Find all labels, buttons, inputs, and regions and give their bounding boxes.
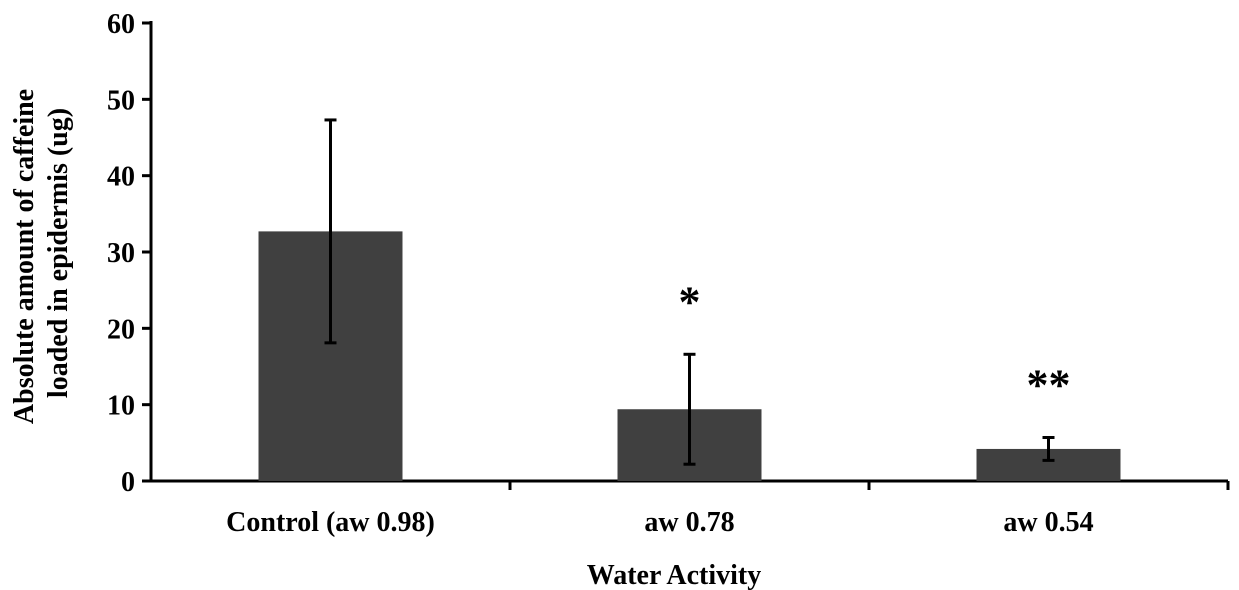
x-tick-label: aw 0.78 (644, 507, 734, 538)
y-tick-label: 20 (107, 314, 135, 345)
y-axis-title: Absolute amount of caffeine loaded in ep… (9, 82, 74, 424)
x-tick-label: Control (aw 0.98) (226, 507, 435, 538)
y-axis-title-line-2: loaded in epidermis (ug) (43, 108, 74, 398)
error-bars (324, 118, 1055, 466)
error-bar (1042, 435, 1055, 462)
y-tick-label: 50 (107, 85, 135, 116)
error-bar (683, 352, 696, 466)
y-tick-label: 60 (107, 9, 135, 40)
y-axis-title-line-1: Absolute amount of caffeine (9, 89, 40, 424)
y-tick-label: 40 (107, 162, 135, 193)
error-bar (324, 118, 337, 345)
x-tick-label: aw 0.54 (1003, 507, 1093, 538)
significance-label: ** (1027, 360, 1071, 409)
significance-markers: *** (679, 277, 1071, 409)
y-tick-label: 10 (107, 391, 135, 422)
significance-label: * (679, 277, 701, 326)
x-axis: Control (aw 0.98) aw 0.78 aw 0.54 (151, 479, 1230, 538)
x-axis-title: Water Activity (587, 560, 761, 590)
y-tick-label: 0 (121, 467, 135, 498)
y-tick-label: 30 (107, 238, 135, 269)
y-axis: 0 10 20 30 40 50 60 (107, 9, 153, 498)
